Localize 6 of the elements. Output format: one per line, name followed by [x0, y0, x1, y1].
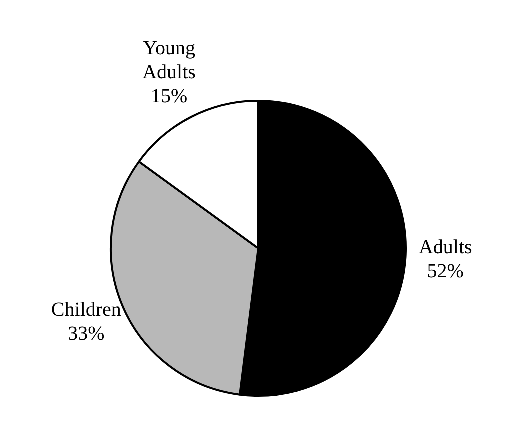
- data-label: 15%: [150, 86, 188, 108]
- slice-label: Young Adults: [142, 38, 196, 84]
- slice-label: Adults: [418, 236, 473, 259]
- data-label: 33%: [68, 323, 105, 346]
- slice-label: Children: [51, 299, 122, 322]
- data-label: 52%: [427, 260, 464, 283]
